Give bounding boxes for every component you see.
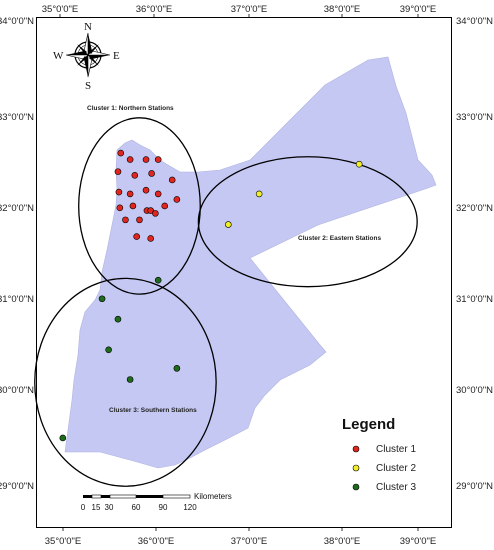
scale-tick-15: 15 (92, 503, 101, 512)
cluster-1-station-8 (168, 176, 176, 184)
legend-title: Legend (342, 416, 395, 433)
legend-swatch-cluster-2 (352, 464, 360, 472)
lat-label-left-31: 31°0'0"N (0, 294, 34, 305)
scale-seg-2 (91, 494, 102, 499)
cluster-1-station-21 (152, 210, 159, 217)
cluster-2-station-2 (255, 190, 263, 198)
lon-label-top-37: 37°0'0"E (231, 4, 267, 15)
cluster-1-label: Cluster 1: Northern Stations (87, 105, 174, 112)
scale-seg-6 (162, 494, 191, 499)
legend: Legend Cluster 1 Cluster 2 Cluster 3 (342, 416, 416, 493)
compass-arrow-se (89, 56, 99, 66)
frame-ticks (59, 14, 419, 531)
compass-w: W (53, 50, 64, 62)
lon-label-bottom-36: 36°0'0"E (138, 536, 174, 547)
cluster-1-station-19 (122, 216, 129, 224)
scale-seg-4 (109, 494, 137, 499)
compass-s: S (85, 80, 91, 92)
lon-label-top-35: 35°0'0"E (42, 4, 78, 15)
lon-label-top-38: 38°0'0"E (324, 4, 360, 15)
lat-label-right-32: 32°0'0"N (456, 203, 493, 214)
scale-tick-120: 120 (183, 503, 197, 512)
compass-arrow-ne (89, 44, 99, 54)
scale-tick-60: 60 (132, 503, 141, 512)
cluster-3-station-7 (59, 434, 67, 442)
lat-label-left-33: 33°0'0"N (0, 112, 34, 123)
scale-unit: Kilometers (194, 492, 232, 501)
lon-label-bottom-38: 38°0'0"E (324, 536, 360, 547)
cluster-3-station-1 (154, 276, 162, 284)
cluster-1-station-9 (115, 188, 123, 196)
cluster-1-station-17 (161, 202, 169, 210)
cluster-2-station-1 (355, 160, 363, 168)
compass-arrow-south (84, 55, 88, 77)
lon-label-bottom-37: 37°0'0"E (231, 536, 267, 547)
cluster-3-station-6 (126, 376, 134, 383)
cluster-2-label: Cluster 2: Eastern Stations (298, 235, 381, 242)
compass-arrow-nw (77, 44, 87, 54)
cluster-3-station-5 (173, 365, 181, 372)
cluster-1-station-14 (129, 202, 137, 210)
lat-label-right-34: 34°0'0"N (456, 16, 493, 27)
cluster-1-station-5 (114, 168, 122, 175)
cluster-1-station-12 (154, 190, 162, 198)
cluster-3-station-4 (105, 346, 112, 354)
cluster-1-station-22 (133, 233, 140, 240)
compass-n: N (84, 21, 92, 33)
lat-label-right-29: 29°0'0"N (456, 481, 493, 492)
compass-arrow-sw (77, 56, 87, 66)
cluster-1-station-10 (126, 190, 134, 198)
lon-label-bottom-39: 39°0'0"E (400, 536, 436, 547)
compass-arrow-east (88, 55, 110, 59)
cluster-2-ellipse (197, 156, 418, 288)
cluster-1-station-23 (147, 235, 154, 242)
cluster-3-station-3 (114, 315, 122, 323)
cluster-1-ellipse (78, 117, 201, 295)
cluster-ellipses (34, 117, 418, 487)
scale-tick-90: 90 (159, 503, 168, 512)
lat-label-left-29: 29°0'0"N (0, 481, 34, 492)
lon-label-bottom-35: 35°0'0"E (45, 536, 81, 547)
scale-tick-0: 0 (81, 503, 86, 512)
lon-label-top-39: 39°0'0"E (400, 4, 436, 15)
lon-label-top-36: 36°0'0"E (136, 4, 172, 15)
compass-e: E (113, 50, 120, 62)
cluster-3-ellipse (34, 277, 217, 487)
compass-arrow-west (66, 51, 88, 55)
compass-rose: N S E W (53, 21, 120, 92)
legend-swatch-cluster-1 (352, 445, 360, 453)
cluster-1-station-3 (142, 156, 150, 163)
scale-seg-5 (136, 495, 163, 498)
cluster-1-station-7 (148, 170, 155, 177)
cluster-1-station-18 (173, 196, 181, 203)
station-points (59, 149, 363, 442)
scale-tick-30: 30 (105, 503, 114, 512)
cluster-1-station-11 (142, 186, 150, 194)
lat-label-left-32: 32°0'0"N (0, 203, 34, 214)
lat-label-right-31: 31°0'0"N (456, 294, 493, 305)
cluster-1-station-1 (117, 149, 125, 157)
cluster-1-station-6 (131, 172, 139, 179)
legend-swatch-cluster-3 (352, 483, 360, 491)
scale-seg-1 (83, 495, 92, 498)
scale-bar: Kilometers 0 15 30 60 90 120 (81, 492, 232, 512)
lat-label-right-33: 33°0'0"N (456, 112, 493, 123)
cluster-1-station-13 (116, 204, 124, 212)
scale-seg-3 (101, 495, 110, 498)
legend-label-cluster-1: Cluster 1 (376, 444, 416, 455)
cluster-3-label: Cluster 3: Southern Stations (109, 407, 197, 414)
lat-label-right-30: 30°0'0"N (456, 385, 493, 396)
cluster-1-station-4 (154, 156, 162, 163)
legend-label-cluster-3: Cluster 3 (376, 482, 416, 493)
compass-arrow-north (88, 33, 92, 55)
cluster-1-station-2 (126, 156, 134, 163)
cluster-3-station-2 (98, 295, 106, 303)
cluster-1-station-20 (136, 216, 143, 224)
cluster-2-station-3 (225, 221, 232, 228)
lat-label-left-30: 30°0'0"N (0, 385, 34, 396)
legend-label-cluster-2: Cluster 2 (376, 463, 416, 474)
lat-label-left-34: 34°0'0"N (0, 16, 34, 27)
